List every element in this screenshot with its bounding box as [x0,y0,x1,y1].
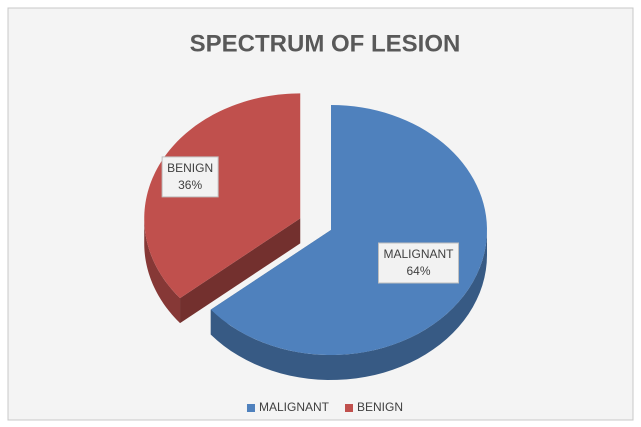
slice [144,93,301,299]
data-label: BENIGN 36% [161,156,219,198]
slice-face [180,218,301,324]
data-label-box [378,242,460,284]
data-label-name: BENIGN [167,161,213,175]
slice-side [144,218,181,324]
data-label: MALIGNANT 64% [378,242,460,284]
data-label-box [161,156,219,198]
legend-swatch [246,404,255,412]
legend-label: BENIGN [357,400,403,414]
chart-title: SPECTRUM OF LESION [190,30,461,57]
data-label-value: 36% [178,178,202,192]
legend-label: MALIGNANT [259,400,330,414]
data-label-value: 64% [406,264,430,278]
legend: MALIGNANT BENIGN [246,400,403,414]
slice-side [210,230,487,380]
slice [210,105,487,355]
legend-swatch [345,404,353,412]
data-label-name: MALIGNANT [384,247,455,261]
